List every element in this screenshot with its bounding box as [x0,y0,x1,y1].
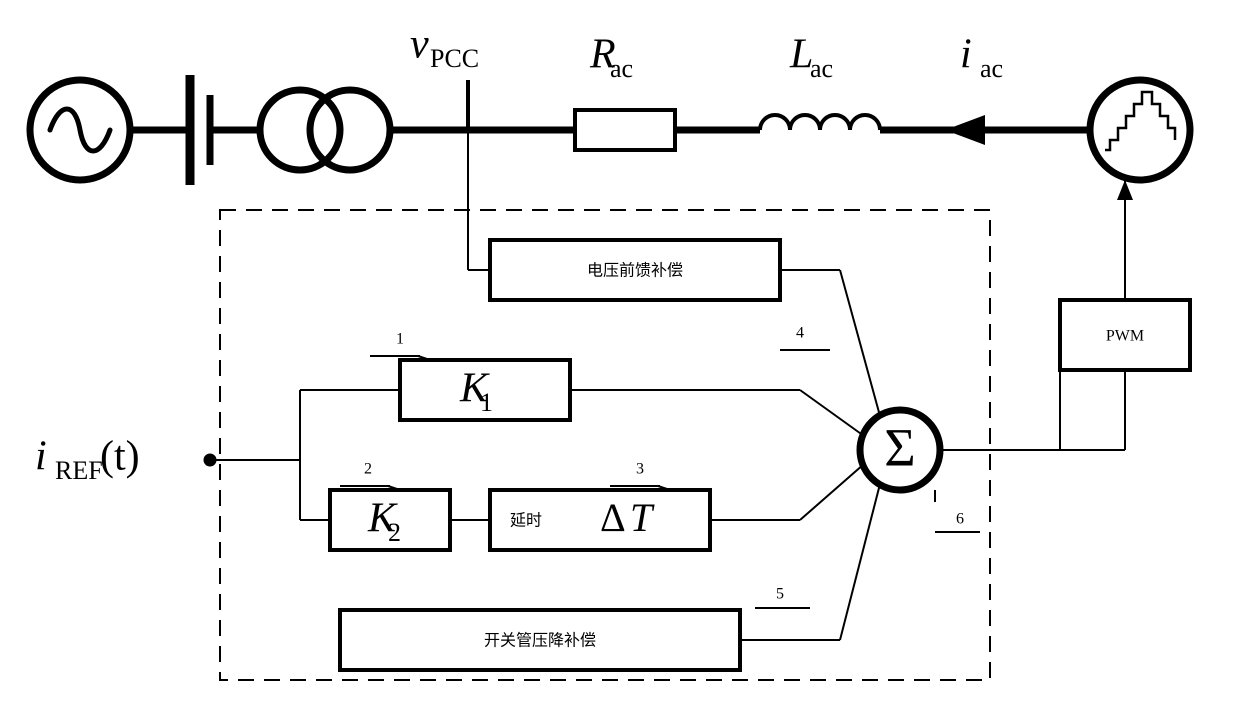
svg-text:电压前馈补偿: 电压前馈补偿 [587,262,683,280]
svg-text:(t): (t) [100,434,140,480]
svg-text:6: 6 [956,511,964,528]
svg-text:1: 1 [480,388,493,417]
svg-text:T: T [630,495,655,540]
svg-text:v: v [410,22,429,68]
svg-text:PCC: PCC [430,44,479,73]
svg-text:延时: 延时 [510,512,542,530]
svg-text:REF: REF [55,456,103,485]
svg-text:5: 5 [776,586,784,603]
svg-text:开关管压降补偿: 开关管压降补偿 [484,632,596,650]
svg-text:PWM: PWM [1106,328,1144,345]
svg-text:ac: ac [810,54,833,83]
svg-text:i: i [35,434,47,480]
svg-text:2: 2 [388,518,401,547]
svg-text:ac: ac [610,54,633,83]
svg-text:4: 4 [796,325,804,342]
svg-text:Δ: Δ [600,495,626,540]
svg-text:3: 3 [636,461,644,478]
svg-text:i: i [960,32,972,78]
svg-text:1: 1 [396,331,404,348]
svg-text:Σ: Σ [884,417,915,477]
svg-text:2: 2 [364,461,372,478]
svg-text:ac: ac [980,54,1003,83]
